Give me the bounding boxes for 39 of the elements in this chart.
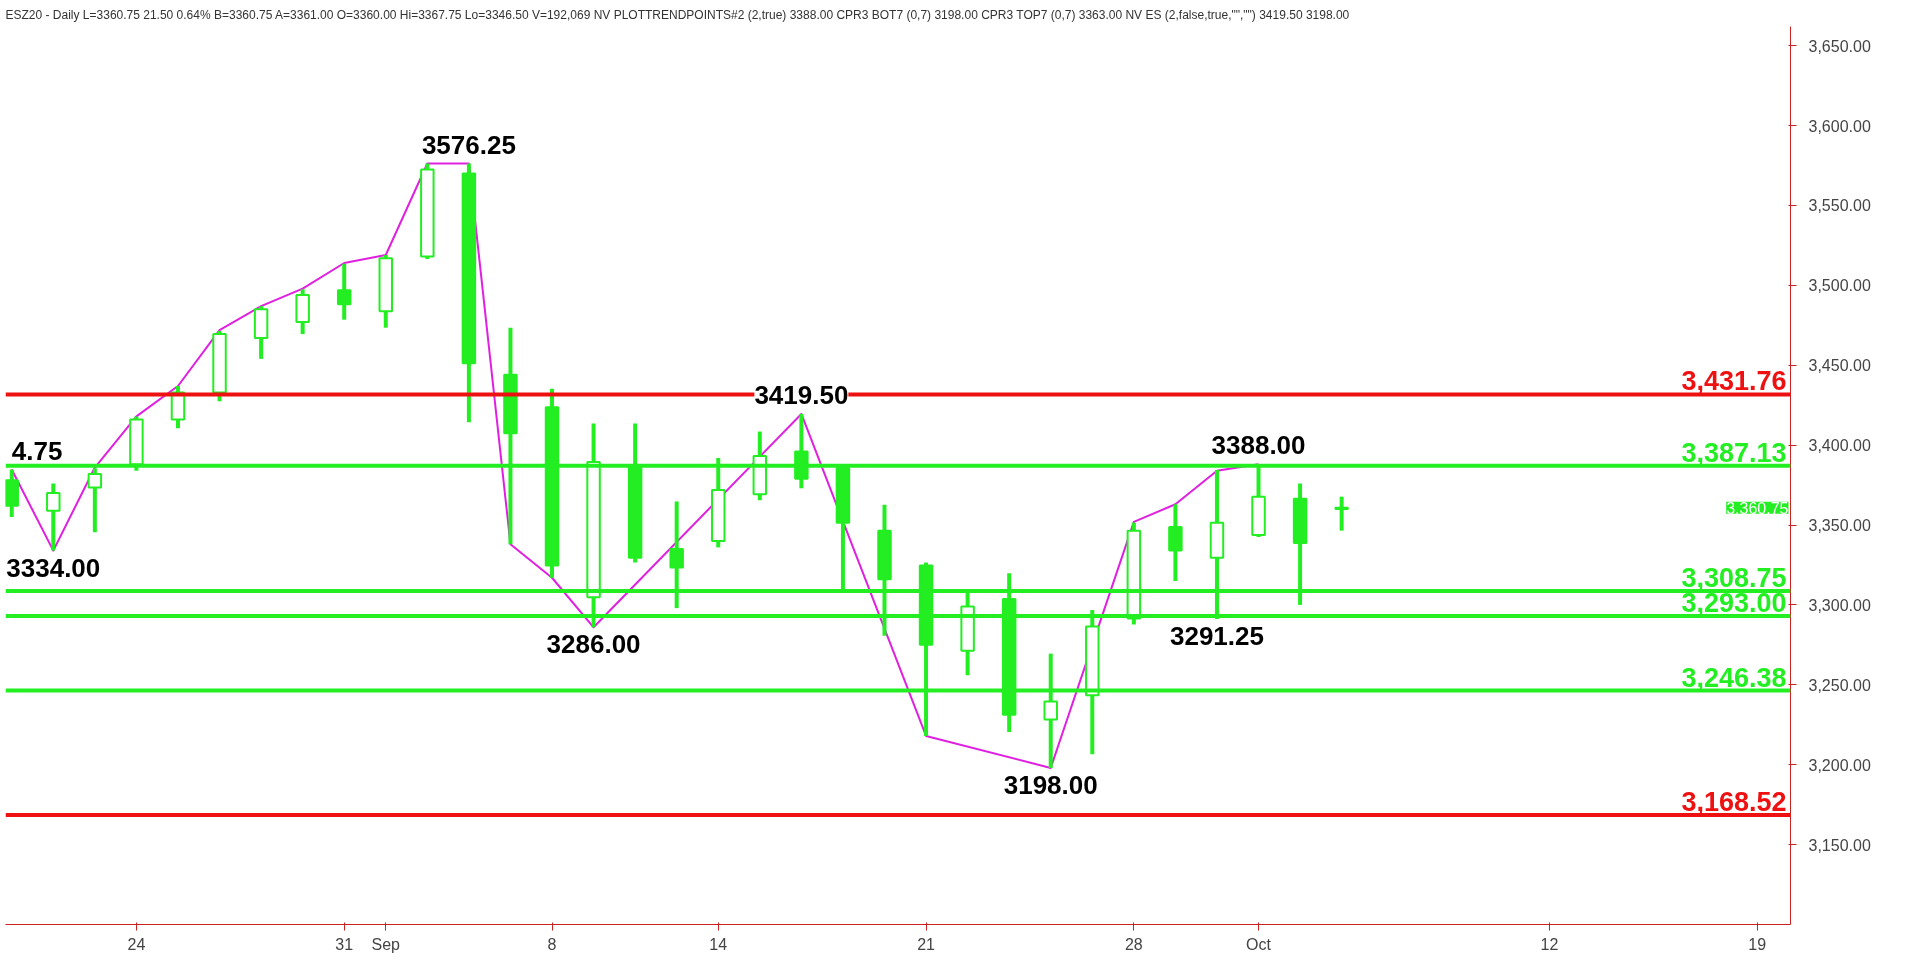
- y-tick-label: 3,550.00: [1808, 197, 1871, 215]
- candlestick: [1334, 496, 1349, 531]
- annotation: 3286.00: [546, 629, 641, 660]
- x-tick-label: Sep: [371, 935, 401, 953]
- y-tick-label: 3,200.00: [1808, 756, 1871, 774]
- candlestick: [336, 263, 352, 320]
- ref-line-label: 3,246.38: [1681, 662, 1787, 693]
- x-tick-label: 8: [547, 935, 557, 953]
- y-tick-label: 3,450.00: [1808, 357, 1871, 375]
- y-tick-label: 3,600.00: [1808, 117, 1871, 135]
- y-tick-label: 3,350.00: [1808, 517, 1871, 535]
- annotation: 3419.50: [754, 379, 849, 410]
- chart-title: ESZ20 - Daily L=3360.75 21.50 0.64% B=3360.75 A=3361.00 O=3360.00 Hi=3367.75 Lo=3346.50 V=192,069 NV PLOTTRENDPOINTS#2 (2,true) 3388.00 CPR3 BOT7 (0,7) 3198.00 CPR3 TOP7 (0,7) 3363.00 NV ES (2,false,true,"","") 3419.50 3198.00: [5, 7, 1350, 22]
- x-tick-label: 31: [335, 935, 354, 953]
- y-tick-label: 3,150.00: [1808, 836, 1871, 854]
- x-tick-label: 12: [1540, 935, 1559, 953]
- annotation: 3,360.75: [1726, 499, 1789, 517]
- x-tick-label: 24: [127, 935, 146, 953]
- annotation: 3388.00: [1211, 430, 1306, 461]
- candlestick: [46, 483, 61, 551]
- candlestick: [1168, 504, 1183, 581]
- x-tick-label: 19: [1748, 935, 1767, 953]
- y-tick-label: 3,650.00: [1808, 37, 1871, 55]
- x-tick-label: 21: [917, 935, 936, 953]
- y-tick-label: 3,400.00: [1808, 437, 1871, 455]
- x-tick-label: Oct: [1246, 935, 1272, 953]
- annotation: 3198.00: [1003, 769, 1098, 800]
- y-tick-label: 3,500.00: [1808, 277, 1871, 295]
- y-tick-label: 3,300.00: [1808, 596, 1871, 614]
- annotation: 3576.25: [421, 129, 516, 160]
- ref-line-label: 3,387.13: [1681, 437, 1787, 468]
- annotation: 4.75: [11, 435, 63, 466]
- annotation: 3334.00: [6, 552, 101, 583]
- annotation: 3291.25: [1169, 620, 1264, 651]
- x-tick-label: 14: [709, 935, 728, 953]
- ref-line-label: 3,168.52: [1681, 787, 1787, 818]
- y-tick-label: 3,250.00: [1808, 676, 1871, 694]
- x-tick-label: 28: [1124, 935, 1143, 953]
- ref-line-label: 3,431.76: [1681, 366, 1787, 397]
